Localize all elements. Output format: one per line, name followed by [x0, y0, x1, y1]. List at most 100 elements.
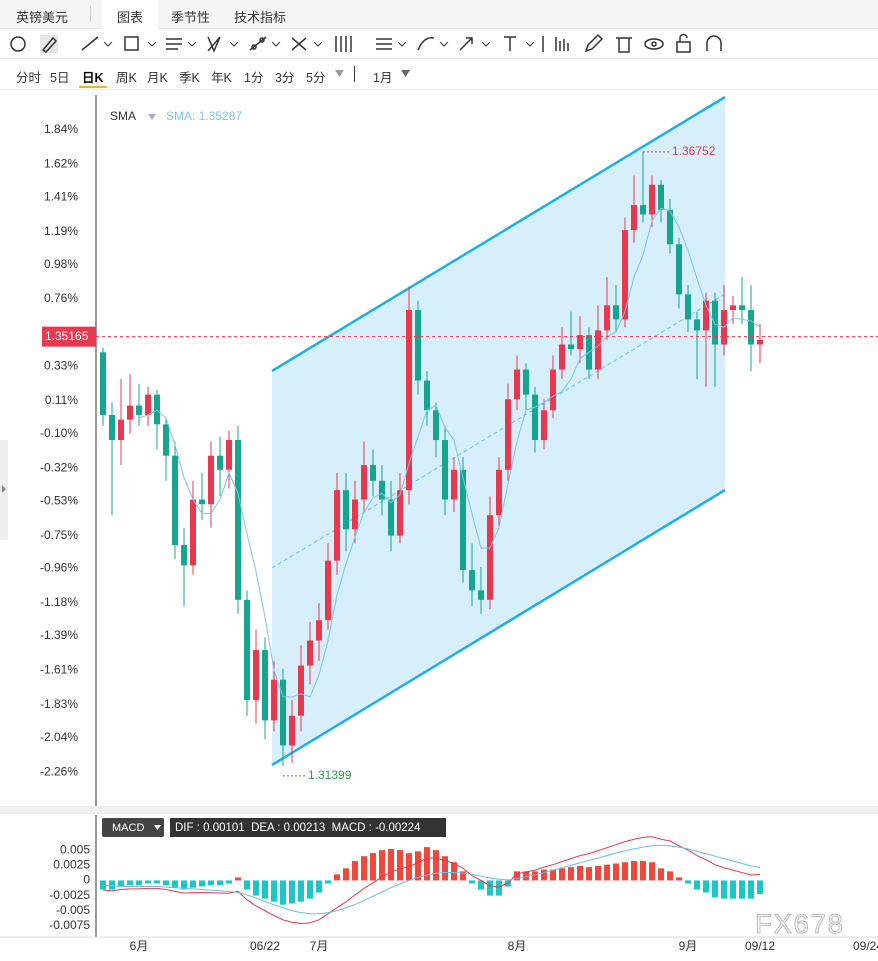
period[interactable]: 1分: [244, 71, 264, 85]
macd-bar: [460, 871, 466, 881]
tab-bar: 英镑美元 图表 季节性 技术指标: [0, 0, 878, 29]
macd-bar: [550, 869, 556, 881]
candle-body: [712, 300, 718, 345]
candle-body: [676, 244, 682, 295]
candle-body: [523, 369, 529, 395]
y-tick-label: 0.76%: [44, 291, 78, 305]
macd-bar: [190, 880, 196, 888]
candle-body: [694, 319, 700, 331]
period[interactable]: 日K: [82, 71, 104, 85]
candle-body: [451, 469, 457, 500]
dropdown-arrow[interactable]: [334, 69, 346, 79]
candle-body: [595, 330, 601, 370]
macd-bar: [316, 880, 322, 893]
y-tick-label: -0.96%: [40, 561, 78, 575]
candle-body: [460, 469, 466, 571]
x-tick-label: 8月: [508, 939, 527, 953]
high-label: 1.36752: [672, 144, 716, 158]
macd-bar: [397, 850, 403, 881]
candle-body: [154, 394, 160, 425]
candle-body: [541, 410, 547, 441]
y-tick-label: -2.04%: [40, 730, 78, 744]
macd-bar: [388, 848, 394, 881]
candle-body: [406, 310, 412, 491]
macd-bar: [343, 868, 349, 881]
macd-bar: [352, 861, 358, 881]
macd-bar: [730, 880, 736, 899]
macd-bar: [757, 880, 763, 895]
candle-body: [334, 490, 340, 561]
y-tick-label: -0.32%: [40, 460, 78, 474]
period[interactable]: 周K: [116, 71, 137, 85]
candle-body: [370, 465, 376, 481]
y-tick-label: 1.62%: [44, 157, 78, 171]
y-tick-label: -1.18%: [40, 595, 78, 609]
macd-bar: [514, 871, 520, 881]
y-tick-label: -0.75%: [40, 528, 78, 542]
macd-bar: [181, 880, 187, 890]
y-tick-label: -0.10%: [40, 426, 78, 440]
macd-bar: [208, 880, 214, 886]
macd-bar: [613, 863, 619, 881]
macd-bar: [685, 880, 691, 884]
macd-bar: [577, 865, 583, 881]
dropdown-arrow[interactable]: [400, 69, 412, 79]
macd-bar: [721, 880, 727, 899]
candle-body: [217, 455, 223, 470]
macd-bar: [739, 880, 745, 899]
macd-bar: [253, 880, 259, 896]
candle-body: [127, 405, 133, 420]
macd-bar: [298, 880, 304, 902]
candle-body: [433, 410, 439, 441]
candle-body: [208, 455, 214, 505]
macd-bar: [604, 864, 610, 881]
tab[interactable]: 技术指标: [234, 10, 287, 25]
candle-body: [487, 515, 493, 600]
macd-bar: [649, 862, 655, 881]
candle-body: [379, 480, 385, 500]
channel-fill: [272, 97, 725, 765]
period[interactable]: 5日: [50, 71, 70, 85]
candle-body: [622, 230, 628, 320]
candle-body: [478, 590, 484, 600]
period[interactable]: 3分: [275, 71, 295, 85]
x-tick-label: 06/22: [250, 939, 280, 953]
period[interactable]: 分时: [16, 71, 42, 85]
y-tick-label: 0.0025: [53, 857, 90, 871]
period[interactable]: 5分: [306, 71, 326, 85]
low-label: 1.31399: [308, 768, 352, 782]
candle-body: [658, 184, 664, 210]
candle-body: [325, 560, 331, 621]
period-bar: 分时 5日 日K 周K 月K 季K 年K 1分 3分 5分 1月: [0, 59, 878, 90]
y-tick-label: -0.0025: [49, 888, 90, 902]
candle-body: [145, 394, 151, 415]
period[interactable]: 1月: [373, 71, 393, 85]
y-tick-label: 1.41%: [44, 189, 78, 203]
period[interactable]: 年K: [211, 71, 232, 85]
x-tick-label: 09/12: [745, 939, 775, 953]
y-tick-label: 1.84%: [44, 122, 78, 136]
sma-line: [138, 207, 761, 698]
macd-bar: [217, 880, 223, 886]
sma-readout: SMA: 1.35287: [166, 109, 242, 123]
macd-bar: [118, 880, 124, 887]
tab[interactable]: 季节性: [171, 10, 211, 25]
candle-body: [181, 544, 187, 566]
x-tick-label: 09/24: [853, 939, 878, 953]
period[interactable]: 季K: [179, 71, 200, 85]
indicator-name: SMA: [110, 109, 136, 123]
tab[interactable]: 图表: [117, 10, 144, 25]
period[interactable]: 月K: [147, 71, 168, 85]
candle-body: [496, 469, 502, 516]
macd-bar: [478, 880, 484, 890]
candle-body: [280, 679, 286, 746]
macd-bar: [595, 865, 601, 881]
macd-name[interactable]: MACD: [112, 822, 144, 834]
candle-body: [343, 490, 349, 530]
macd-bar: [271, 880, 277, 902]
y-tick-label: 1.19%: [44, 224, 78, 238]
macd-bar: [442, 856, 448, 881]
macd-readout: DIF : 0.00101 DEA : 0.00213 MACD : -0.00…: [175, 822, 421, 834]
macd-bar: [262, 880, 268, 899]
